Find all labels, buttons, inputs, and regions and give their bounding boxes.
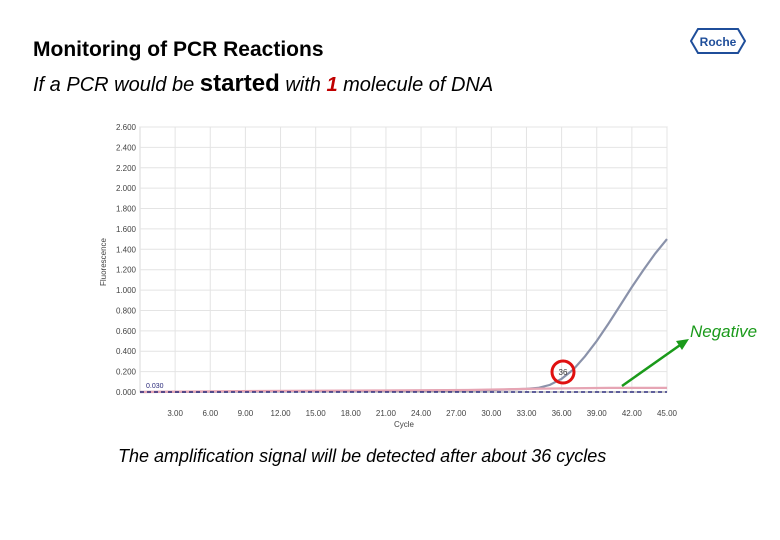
y-tick-label: 0.200 (116, 368, 137, 377)
x-tick-label: 39.00 (587, 409, 608, 418)
x-tick-label: 27.00 (446, 409, 467, 418)
y-tick-label: 1.200 (116, 266, 137, 275)
x-tick-label: 42.00 (622, 409, 643, 418)
x-axis-label: Cycle (394, 420, 415, 429)
subtitle-part1: If a PCR would be (33, 74, 200, 96)
subtitle-part2: with (279, 74, 327, 96)
y-tick-label: 0.600 (116, 327, 137, 336)
x-tick-label: 36.00 (552, 409, 573, 418)
slide-subtitle: If a PCR would be started with 1 molecul… (33, 70, 493, 98)
x-tick-label: 3.00 (167, 409, 183, 418)
threshold-label: 0.030 (146, 383, 164, 390)
y-tick-label: 2.000 (116, 184, 137, 193)
y-tick-label: 2.400 (116, 143, 137, 152)
y-tick-label: 1.000 (116, 286, 137, 295)
y-tick-label: 0.400 (116, 347, 137, 356)
cycle-marker-label: 36 (559, 368, 568, 377)
y-tick-labels: 2.600 2.400 2.200 2.000 1.800 1.600 1.400 1.200… (116, 123, 137, 397)
subtitle-number: 1 (326, 74, 338, 96)
negative-arrow-head (676, 339, 689, 350)
y-tick-label: 2.200 (116, 164, 137, 173)
y-tick-label: 1.600 (116, 225, 137, 234)
roche-logo-text: Roche (700, 35, 737, 49)
plot-area (139, 126, 668, 393)
grid-layer (140, 126, 668, 393)
x-tick-label: 15.00 (306, 409, 327, 418)
x-tick-labels: 3.00 6.00 9.00 12.00 15.00 18.00 21.00 24.00 27.… (167, 409, 677, 418)
x-tick-label: 24.00 (411, 409, 432, 418)
y-tick-label: 1.800 (116, 205, 137, 214)
roche-logo: Roche (690, 28, 746, 54)
subtitle-started: started (199, 70, 280, 97)
slide-title: Monitoring of PCR Reactions (33, 38, 324, 61)
y-tick-label: 0.000 (116, 388, 137, 397)
series-line-2 (139, 386, 667, 394)
x-tick-label: 18.00 (341, 409, 362, 418)
x-tick-label: 33.00 (516, 409, 537, 418)
x-tick-label: 45.00 (657, 409, 678, 418)
subtitle-part3: molecule of DNA (337, 74, 494, 96)
y-tick-label: 1.400 (116, 245, 137, 254)
x-tick-label: 12.00 (271, 409, 292, 418)
y-axis-label: Fluorescence (99, 237, 108, 286)
x-tick-label: 21.00 (376, 409, 397, 418)
cycle-marker-circle (550, 359, 576, 385)
x-tick-label: 30.00 (481, 409, 502, 418)
negative-arrow-line (621, 341, 684, 388)
caption: The amplification signal will be detecte… (118, 446, 607, 466)
negative-label: Negative (690, 322, 758, 341)
x-tick-label: 6.00 (202, 409, 218, 418)
y-tick-label: 0.800 (116, 306, 137, 315)
y-tick-label: 2.600 (116, 123, 137, 132)
x-tick-label: 9.00 (238, 409, 254, 418)
